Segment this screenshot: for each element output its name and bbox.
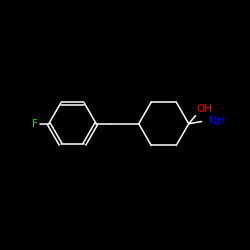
Text: 2: 2 [216,118,221,127]
Text: OH: OH [196,104,212,114]
Text: F: F [32,119,38,129]
Text: NH: NH [208,116,224,126]
